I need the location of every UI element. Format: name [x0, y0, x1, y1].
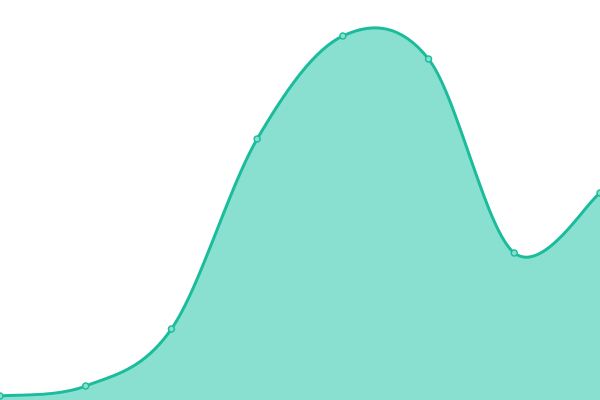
area-fill [0, 27, 600, 400]
data-point-3 [253, 135, 261, 143]
data-point-1 [81, 382, 90, 390]
data-point-2 [167, 325, 176, 333]
data-point-5 [424, 55, 433, 63]
series-line [0, 26, 600, 398]
data-point-4 [339, 32, 347, 40]
data-point-6 [510, 249, 519, 257]
data-points [0, 32, 600, 400]
data-point-7 [596, 189, 600, 197]
data-point-0 [0, 392, 4, 400]
